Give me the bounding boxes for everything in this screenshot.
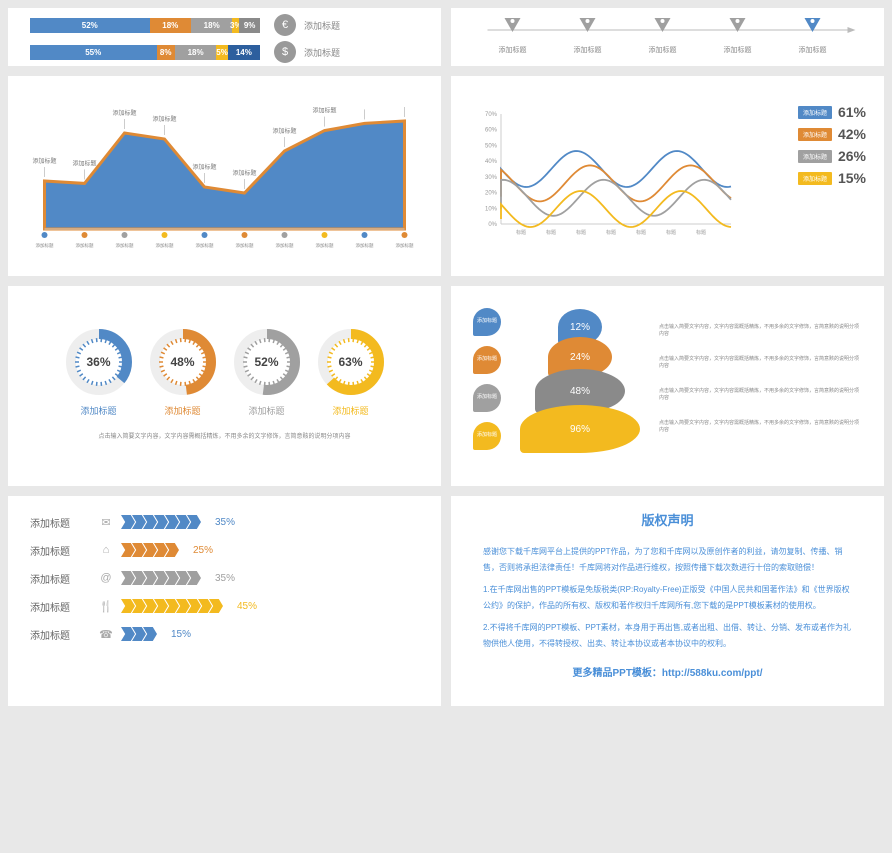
svg-text:添加标题: 添加标题 (312, 107, 336, 115)
row-icon: 🍴 (98, 598, 114, 614)
row-icon: ⌂ (98, 542, 114, 558)
row-icon: ✉ (98, 514, 114, 530)
arrow-row: 添加标题✉35% (30, 514, 419, 530)
svg-text:50%: 50% (485, 143, 498, 149)
copy-p3: 2.不得将千库网的PPT模板、PPT素材，本身用于再出售,或者出租、出借、转让、… (483, 620, 852, 652)
copy-p2: 1.在千库网出售的PPT模板是免版税类(RP:Royalty-Free)正版受《… (483, 582, 852, 614)
svg-text:添加标题: 添加标题 (32, 157, 56, 165)
svg-text:添加标题: 添加标题 (276, 242, 294, 249)
svg-text:添加标题: 添加标题 (499, 45, 527, 54)
pyramid-slide: 添加标题添加标题添加标题添加标题 12%24%48%96% 点击输入简要文字内容… (451, 286, 884, 486)
svg-text:70%: 70% (485, 112, 498, 118)
svg-text:标题: 标题 (606, 229, 616, 236)
svg-text:添加标题: 添加标题 (396, 242, 414, 249)
bar-label: 添加标题 (304, 46, 340, 59)
svg-text:添加标题: 添加标题 (72, 159, 96, 167)
svg-text:添加标题: 添加标题 (236, 242, 254, 249)
pyramid-text: 点击输入简要文字内容，文字内容需概括精炼，不用多余的文字修饰，言简意赅的说明分项… (659, 324, 862, 338)
svg-text:添加标题: 添加标题 (36, 242, 54, 249)
currency-icon: € (274, 14, 296, 36)
donut-slide: 36%添加标题48%添加标题52%添加标题63%添加标题 点击输入简要文字内容，… (8, 286, 441, 486)
area-chart-slide: 添加标题添加标题添加标题添加标题添加标题添加标题添加标题添加标题添加标题添加标题… (8, 76, 441, 276)
svg-text:标题: 标题 (696, 229, 706, 236)
svg-text:添加标题: 添加标题 (76, 242, 94, 249)
svg-text:添加标题: 添加标题 (649, 45, 677, 54)
donut-item: 52%添加标题 (231, 326, 303, 417)
bar-row: 55%8%18%5%14%$添加标题 (30, 41, 419, 63)
svg-text:标题: 标题 (516, 229, 526, 236)
pyramid-bubble: 添加标题 (473, 308, 501, 336)
svg-text:60%: 60% (485, 128, 498, 134)
pyramid-layer: 96% (520, 405, 640, 453)
pyramid-bubble: 添加标题 (473, 384, 501, 412)
svg-text:添加标题: 添加标题 (724, 45, 752, 54)
wave-legend-item: 添加标题61% (798, 104, 866, 120)
svg-text:添加标题: 添加标题 (574, 45, 602, 54)
svg-text:添加标题: 添加标题 (232, 169, 256, 177)
svg-text:10%: 10% (485, 206, 498, 212)
wave-legend-item: 添加标题42% (798, 126, 866, 142)
arrow-row: 添加标题☎15% (30, 626, 419, 642)
donut-item: 48%添加标题 (147, 326, 219, 417)
svg-text:添加标题: 添加标题 (799, 45, 827, 54)
currency-icon: $ (274, 41, 296, 63)
copyright-slide: 版权声明 感谢您下载千库网平台上提供的PPT作品，为了您和千库网以及原创作者的利… (451, 496, 884, 706)
svg-text:添加标题: 添加标题 (196, 242, 214, 249)
arrow-row: 添加标题⌂25% (30, 542, 419, 558)
donut-desc: 点击输入简要文字内容，文字内容需概括精炼，不用多余的文字修饰，言简意赅的说明分项… (30, 433, 419, 443)
arrow-bars-slide: 添加标题✉35% 添加标题⌂25% 添加标题@35% 添加标题🍴45% 添加标题☎15% (8, 496, 441, 706)
svg-text:添加标题: 添加标题 (272, 127, 296, 135)
pyramid-bubble: 添加标题 (473, 422, 501, 450)
pyramid-bubble: 添加标题 (473, 346, 501, 374)
svg-text:0%: 0% (488, 222, 497, 228)
svg-text:添加标题: 添加标题 (116, 242, 134, 249)
wave-legend-item: 添加标题26% (798, 148, 866, 164)
donut-item: 63%添加标题 (315, 326, 387, 417)
svg-text:30%: 30% (485, 175, 498, 181)
pyramid-text: 点击输入简要文字内容，文字内容需概括精炼，不用多余的文字修饰，言简意赅的说明分项… (659, 388, 862, 402)
svg-text:标题: 标题 (636, 229, 646, 236)
svg-text:添加标题: 添加标题 (356, 242, 374, 249)
pyramid-text: 点击输入简要文字内容，文字内容需概括精炼，不用多余的文字修饰，言简意赅的说明分项… (659, 420, 862, 434)
svg-text:添加标题: 添加标题 (156, 242, 174, 249)
arrow-row: 添加标题@35% (30, 570, 419, 586)
svg-text:添加标题: 添加标题 (192, 163, 216, 171)
timeline-slide: 添加标题 添加标题 添加标题 添加标题 添加标题 (451, 8, 884, 66)
row-icon: @ (98, 570, 114, 586)
arrow-row: 添加标题🍴45% (30, 598, 419, 614)
svg-text:添加标题: 添加标题 (112, 109, 136, 117)
donut-item: 36%添加标题 (63, 326, 135, 417)
row-icon: ☎ (98, 626, 114, 642)
svg-text:标题: 标题 (666, 229, 676, 236)
stacked-bars-slide: 52%18%18%3%9%€添加标题55%8%18%5%14%$添加标题 (8, 8, 441, 66)
copy-p1: 感谢您下载千库网平台上提供的PPT作品，为了您和千库网以及原创作者的利益，请勿复… (483, 544, 852, 576)
copy-footer: 更多精品PPT模板：http://588ku.com/ppt/ (483, 664, 852, 684)
pyramid-text: 点击输入简要文字内容，文字内容需概括精炼，不用多余的文字修饰，言简意赅的说明分项… (659, 356, 862, 370)
svg-text:标题: 标题 (546, 229, 556, 236)
svg-text:添加标题: 添加标题 (152, 115, 176, 123)
wave-legend-item: 添加标题15% (798, 170, 866, 186)
copy-title: 版权声明 (483, 508, 852, 534)
bar-row: 52%18%18%3%9%€添加标题 (30, 14, 419, 36)
wave-chart-slide: 0% 10% 20% 30% 40% 50% 60% 70% 标题 标题 标题 标题 标题 标题 标题 添加… (451, 76, 884, 276)
svg-text:添加标题: 添加标题 (316, 242, 334, 249)
svg-text:标题: 标题 (576, 229, 586, 236)
svg-text:40%: 40% (485, 159, 498, 165)
bar-label: 添加标题 (304, 19, 340, 32)
svg-text:20%: 20% (485, 191, 498, 197)
